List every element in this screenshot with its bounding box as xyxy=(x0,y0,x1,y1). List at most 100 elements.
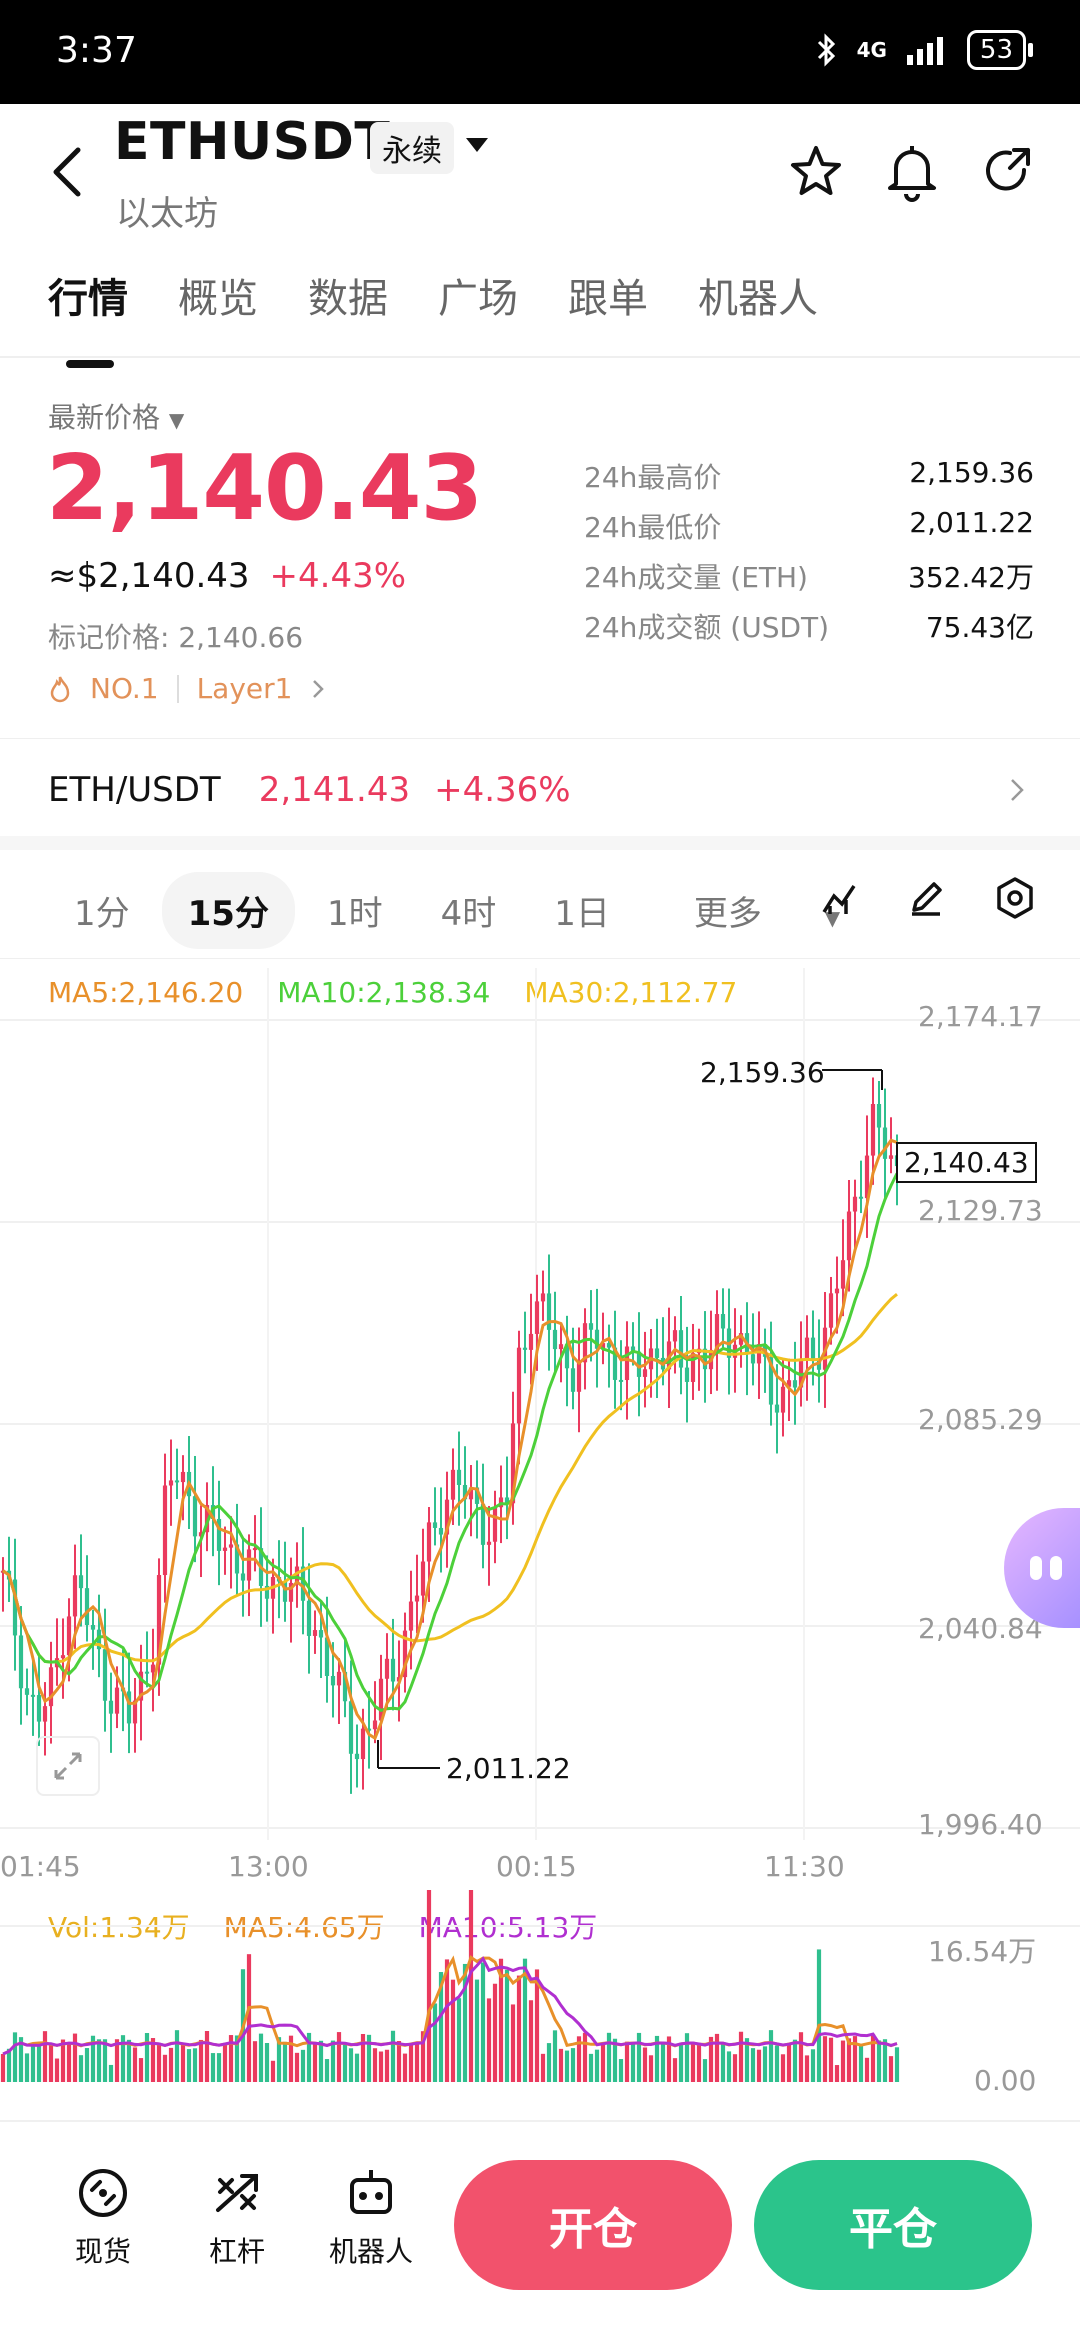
candle-body xyxy=(102,1649,108,1701)
candle-body xyxy=(834,1288,840,1294)
chevron-right-icon[interactable] xyxy=(1008,776,1026,804)
candle-body xyxy=(456,1469,462,1485)
settings-icon[interactable] xyxy=(994,876,1036,920)
volume-bar xyxy=(462,1963,468,2082)
nav-leverage[interactable]: 杠杆 xyxy=(182,2166,292,2270)
latest-price-label[interactable]: 最新价格 ▼ xyxy=(48,401,185,434)
asset-name: 以太坊 xyxy=(116,194,218,234)
candle-body xyxy=(282,1581,288,1602)
tab-square[interactable]: 广场 xyxy=(438,276,518,322)
volume-bar xyxy=(294,2052,300,2082)
volume-bar xyxy=(102,2039,108,2082)
back-arrow-icon[interactable] xyxy=(48,146,84,198)
volume-bar xyxy=(168,2047,174,2082)
spot-pair-price: 2,141.43 xyxy=(258,770,411,810)
volume-bar xyxy=(48,2044,54,2082)
volume-bar xyxy=(678,2045,684,2082)
y-tick-label: 2,040.84 xyxy=(918,1612,1043,1645)
candle-body xyxy=(84,1588,90,1626)
volume-bar xyxy=(144,2033,150,2082)
volume-bar xyxy=(306,2032,312,2082)
usd-line: ≈$2,140.43 +4.43% xyxy=(48,556,406,596)
tab-market[interactable]: 行情 xyxy=(48,266,128,368)
volume-bar xyxy=(222,2043,228,2082)
star-icon[interactable] xyxy=(788,144,844,200)
volume-bar xyxy=(768,2030,774,2082)
signal-icon xyxy=(906,37,943,65)
volume-bar xyxy=(72,2033,78,2082)
candle-body xyxy=(714,1314,720,1350)
candle-body xyxy=(330,1675,336,1686)
candle-body xyxy=(630,1346,636,1352)
candle-body xyxy=(636,1351,642,1377)
volume-bar xyxy=(438,1972,444,2082)
candle-body xyxy=(420,1561,426,1596)
caret-down-icon[interactable] xyxy=(466,138,488,154)
candle-body xyxy=(180,1471,186,1483)
tab-data[interactable]: 数据 xyxy=(308,276,388,322)
close-position-button[interactable]: 平仓 xyxy=(754,2160,1032,2290)
candle-body xyxy=(792,1380,798,1388)
tag-row[interactable]: NO.1 Layer1 xyxy=(48,672,326,705)
volume-bar xyxy=(390,2030,396,2082)
sector-tag[interactable]: Layer1 xyxy=(196,672,293,705)
spot-pair-row[interactable]: ETH/USDT 2,141.43 +4.36% xyxy=(48,770,571,810)
x-tick-label: 13:00 xyxy=(228,1850,309,1883)
bell-icon[interactable] xyxy=(884,142,940,202)
candle-body xyxy=(204,1505,210,1533)
volume-bar xyxy=(828,2037,834,2082)
open-position-button[interactable]: 开仓 xyxy=(454,2160,732,2290)
candle-body xyxy=(468,1487,474,1500)
indicator-icon[interactable] xyxy=(820,878,860,918)
volume-bar xyxy=(588,2053,594,2082)
volume-bar xyxy=(324,2059,330,2082)
ma10-line xyxy=(2,1172,899,1713)
volume-legend: Vol:1.34万 MA5:4.65万 MA10:5.13万 xyxy=(48,1906,597,1946)
tab-overview[interactable]: 概览 xyxy=(178,276,258,322)
interval-15m[interactable]: 15分 xyxy=(161,872,295,949)
volume-bar xyxy=(510,2004,516,2082)
volume-bar xyxy=(798,2032,804,2082)
volume-bar xyxy=(450,1979,456,2082)
volume-bar xyxy=(120,2035,126,2082)
nav-spot[interactable]: 现货 xyxy=(48,2166,158,2270)
candle-body xyxy=(654,1348,660,1358)
nav-robot[interactable]: 机器人 xyxy=(316,2166,426,2270)
share-icon[interactable] xyxy=(980,144,1036,200)
volume-bar xyxy=(870,2034,876,2082)
volume-bar xyxy=(360,2033,366,2082)
candlestick-chart[interactable] xyxy=(0,960,1080,1890)
volume-bar xyxy=(90,2035,96,2082)
y-tick-label: 2,174.17 xyxy=(918,1000,1043,1033)
volume-bar xyxy=(696,2042,702,2082)
candle-body xyxy=(48,1667,54,1707)
volume-bar xyxy=(198,2039,204,2082)
volume-bar xyxy=(126,2039,132,2082)
tab-copy-trade[interactable]: 跟单 xyxy=(568,276,648,322)
candle-body xyxy=(378,1678,384,1721)
tab-robot[interactable]: 机器人 xyxy=(698,276,818,322)
price-change: +4.43% xyxy=(269,556,407,596)
candle-body xyxy=(132,1700,138,1724)
volume-bar xyxy=(150,2038,156,2082)
candle-body xyxy=(138,1671,144,1701)
candle-body xyxy=(558,1344,564,1350)
volume-bar xyxy=(672,2058,678,2082)
fullscreen-button[interactable] xyxy=(36,1736,100,1796)
volume-bar xyxy=(246,1954,252,2082)
volume-bar xyxy=(216,2053,222,2082)
candle-body xyxy=(18,1635,24,1689)
interval-1d[interactable]: 1日 xyxy=(554,894,610,934)
spot-icon xyxy=(79,2169,127,2217)
draw-pencil-icon[interactable] xyxy=(906,878,946,918)
symbol-title[interactable]: ETHUSDT xyxy=(114,112,391,172)
interval-1m[interactable]: 1分 xyxy=(74,894,130,934)
candle-body xyxy=(840,1260,846,1289)
candle-body xyxy=(594,1329,600,1349)
interval-1h[interactable]: 1时 xyxy=(326,894,383,934)
candle-body xyxy=(390,1658,396,1682)
volume-bar xyxy=(96,2039,102,2082)
status-bar: 3:37 4G 53 xyxy=(0,0,1080,104)
rank-tag[interactable]: NO.1 xyxy=(90,672,159,705)
interval-4h[interactable]: 4时 xyxy=(440,894,497,934)
